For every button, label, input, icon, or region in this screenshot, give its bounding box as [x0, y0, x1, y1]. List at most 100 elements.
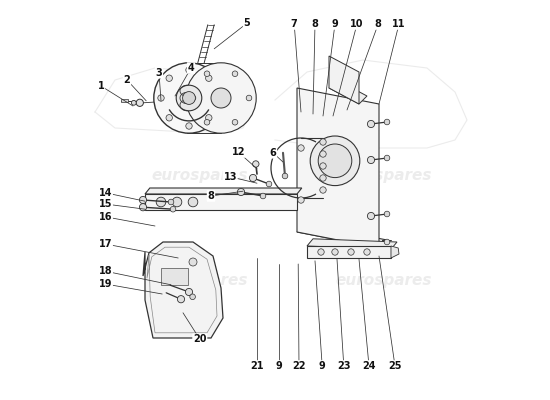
Circle shape — [168, 199, 174, 205]
Polygon shape — [307, 246, 391, 258]
Circle shape — [136, 99, 144, 106]
Circle shape — [320, 139, 326, 145]
Circle shape — [384, 211, 390, 217]
Circle shape — [178, 296, 185, 303]
Text: 8: 8 — [311, 19, 318, 29]
Circle shape — [384, 119, 390, 125]
Polygon shape — [391, 246, 399, 258]
Polygon shape — [145, 188, 302, 194]
Text: eurospares: eurospares — [151, 168, 248, 184]
Circle shape — [172, 197, 182, 207]
Circle shape — [211, 88, 231, 108]
Text: 19: 19 — [98, 279, 112, 289]
Circle shape — [139, 204, 147, 211]
Circle shape — [318, 249, 324, 255]
Circle shape — [131, 100, 136, 105]
Text: eurospares: eurospares — [335, 168, 432, 184]
Circle shape — [260, 193, 266, 199]
Text: 17: 17 — [98, 239, 112, 249]
Circle shape — [252, 161, 259, 167]
Circle shape — [189, 258, 197, 266]
Circle shape — [166, 114, 172, 121]
Circle shape — [214, 95, 220, 101]
Text: 20: 20 — [193, 334, 207, 344]
Circle shape — [204, 71, 210, 76]
Circle shape — [320, 175, 326, 181]
Text: 14: 14 — [98, 188, 112, 198]
Text: 16: 16 — [98, 212, 112, 222]
Polygon shape — [297, 88, 379, 248]
Circle shape — [206, 75, 212, 82]
Polygon shape — [143, 242, 223, 338]
Polygon shape — [297, 224, 387, 248]
Text: 7: 7 — [291, 19, 298, 29]
Polygon shape — [329, 56, 359, 104]
Circle shape — [186, 63, 256, 133]
Circle shape — [190, 294, 195, 300]
Circle shape — [249, 174, 257, 182]
Text: 13: 13 — [223, 172, 237, 182]
Circle shape — [139, 196, 147, 204]
Text: 25: 25 — [388, 361, 401, 371]
Text: eurospares: eurospares — [335, 272, 432, 288]
Circle shape — [232, 120, 238, 125]
Text: 12: 12 — [232, 147, 245, 157]
Circle shape — [170, 206, 176, 212]
Circle shape — [348, 249, 354, 255]
Circle shape — [190, 95, 196, 101]
FancyBboxPatch shape — [161, 268, 188, 285]
Text: 22: 22 — [292, 361, 306, 371]
Circle shape — [298, 197, 304, 203]
Text: 8: 8 — [375, 19, 382, 29]
Polygon shape — [307, 239, 397, 249]
Polygon shape — [145, 194, 297, 210]
Text: 18: 18 — [98, 266, 112, 276]
Circle shape — [238, 188, 245, 196]
Circle shape — [206, 114, 212, 121]
Circle shape — [364, 249, 370, 255]
Text: eurospares: eurospares — [151, 272, 248, 288]
Circle shape — [367, 120, 375, 128]
Circle shape — [266, 181, 272, 187]
Circle shape — [320, 187, 326, 193]
Text: 1: 1 — [98, 81, 104, 91]
Circle shape — [320, 163, 326, 169]
Circle shape — [176, 85, 202, 111]
Text: 21: 21 — [250, 361, 264, 371]
Text: 11: 11 — [392, 19, 406, 29]
Text: 2: 2 — [124, 75, 130, 85]
Text: 24: 24 — [362, 361, 376, 371]
Circle shape — [154, 63, 224, 133]
Polygon shape — [120, 99, 128, 102]
Circle shape — [188, 197, 198, 207]
Circle shape — [367, 156, 375, 164]
Circle shape — [320, 151, 326, 157]
Circle shape — [204, 120, 210, 125]
Text: 6: 6 — [270, 148, 276, 158]
Circle shape — [384, 155, 390, 161]
Circle shape — [183, 92, 195, 104]
Text: 23: 23 — [337, 361, 350, 371]
Text: 9: 9 — [319, 361, 326, 371]
Circle shape — [166, 75, 172, 82]
Circle shape — [186, 67, 192, 73]
Text: 9: 9 — [276, 361, 282, 371]
Circle shape — [186, 123, 192, 129]
Circle shape — [185, 288, 192, 296]
Text: 3: 3 — [156, 68, 162, 78]
Text: 15: 15 — [98, 199, 112, 209]
Text: 8: 8 — [207, 191, 214, 201]
Circle shape — [158, 95, 164, 101]
Circle shape — [332, 249, 338, 255]
Circle shape — [232, 71, 238, 76]
Circle shape — [384, 239, 390, 245]
Circle shape — [246, 95, 252, 101]
Text: 10: 10 — [350, 19, 364, 29]
Polygon shape — [329, 80, 367, 104]
Text: 9: 9 — [332, 19, 338, 29]
Circle shape — [156, 197, 166, 207]
Circle shape — [318, 144, 352, 178]
Circle shape — [310, 136, 360, 186]
Text: 5: 5 — [244, 18, 250, 28]
Circle shape — [298, 145, 304, 151]
